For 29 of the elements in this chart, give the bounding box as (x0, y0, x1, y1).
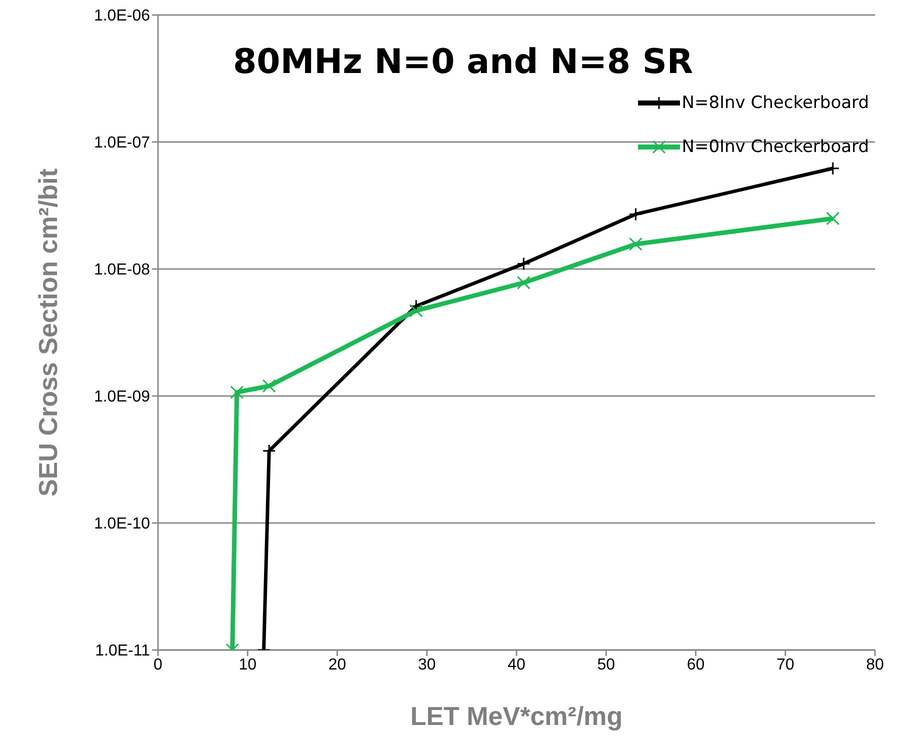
point (516, 256, 530, 270)
x-tick-label: 50 (597, 656, 616, 674)
y-tick-label: 1.0E-10 (94, 516, 150, 533)
y-tick-label: 1.0E-08 (94, 262, 150, 279)
point (262, 379, 276, 393)
point (628, 237, 642, 251)
x-tick-label: 20 (328, 656, 346, 674)
legend-label: N=0Inv Checkerboard (682, 137, 869, 157)
y-tick-label: 1.0E-11 (95, 642, 150, 660)
x-tick-label: 60 (686, 656, 705, 674)
y-tick-label: 1.0E-09 (94, 388, 150, 406)
legend-label: N=8Inv Checkerboard (682, 93, 869, 113)
point (826, 162, 840, 176)
y-tick-label: 1.0E-07 (94, 134, 150, 152)
x-tick-label: 0 (154, 656, 163, 674)
x-axis-title: LET MeV*cm²/mg (410, 701, 623, 731)
x-tick-label: 40 (508, 656, 526, 674)
x-tick-label: 70 (776, 656, 794, 674)
x-tick-label: 80 (866, 656, 884, 674)
point (628, 207, 642, 221)
y-tick-label: 1.0E-06 (94, 8, 150, 25)
point (826, 212, 840, 226)
x-tick-label: 10 (238, 656, 257, 674)
x-tick-label: 30 (418, 656, 436, 674)
point (230, 386, 244, 400)
text: 80MHz N=0 and N=8 SR (233, 42, 694, 82)
point (516, 276, 530, 290)
point (409, 304, 423, 318)
y-axis-title: SEU Cross Section cm²/bit (33, 168, 64, 496)
